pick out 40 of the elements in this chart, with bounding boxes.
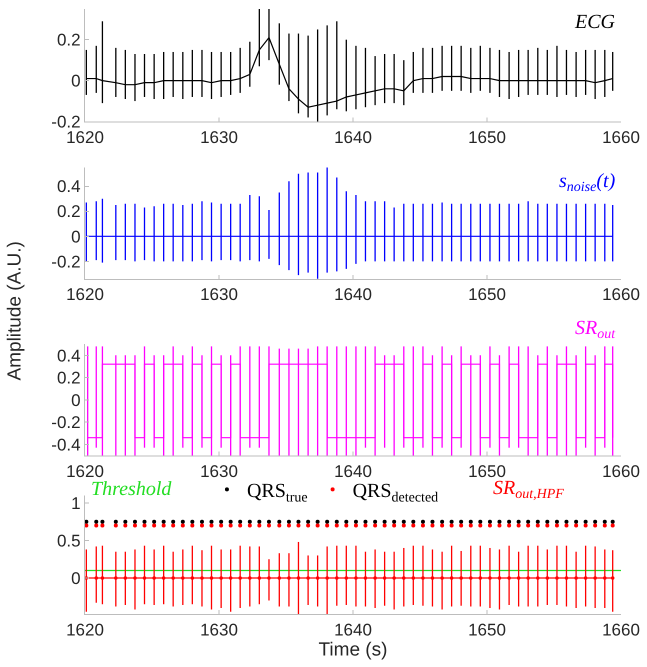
x-axis-title: Time (s) bbox=[318, 639, 388, 660]
y-tick-label: -0.2 bbox=[51, 252, 81, 272]
y-tick-label: 0 bbox=[71, 390, 81, 410]
x-tick-label: 1640 bbox=[334, 128, 372, 147]
y-tick-label: 0.2 bbox=[56, 368, 81, 388]
x-tick-label: 1650 bbox=[468, 285, 506, 304]
x-tick-label: 1640 bbox=[334, 620, 372, 640]
y-tick-label: 0.2 bbox=[56, 30, 81, 50]
x-tick-label: 1630 bbox=[200, 620, 238, 640]
text: ECG bbox=[574, 11, 616, 33]
x-tick-label: 1660 bbox=[602, 620, 640, 640]
y-tick-label: 0 bbox=[71, 227, 81, 246]
x-tick-label: 1620 bbox=[66, 462, 104, 481]
x-tick-label: 1620 bbox=[66, 285, 104, 304]
text: Threshold bbox=[91, 478, 172, 500]
x-tick-label: 1640 bbox=[334, 462, 372, 481]
y-tick-label: -0.2 bbox=[51, 413, 81, 432]
x-tick-label: 1660 bbox=[602, 285, 640, 304]
y-tick-label: 1 bbox=[71, 494, 81, 513]
series-label: SR$_{out}$ bbox=[575, 317, 616, 342]
x-tick-label: 1650 bbox=[468, 620, 506, 640]
x-tick-label: 1630 bbox=[200, 128, 238, 147]
y-tick-label: 0.2 bbox=[56, 202, 81, 222]
x-tick-label: 1630 bbox=[200, 462, 238, 481]
y-tick-label: 0.4 bbox=[56, 177, 81, 196]
y-tick-label: 0 bbox=[71, 568, 81, 588]
y-tick-label: -0.4 bbox=[51, 435, 81, 454]
y-tick-label: 0 bbox=[71, 72, 81, 91]
legend-label: QRS$_{true}$ bbox=[246, 480, 308, 506]
x-tick-label: 1640 bbox=[334, 285, 372, 304]
x-tick-label: 1630 bbox=[200, 285, 238, 304]
x-tick-label: 1660 bbox=[602, 128, 640, 147]
legend-label: QRS$_{detected}$ bbox=[352, 480, 438, 506]
y-axis-title: Amplitude (A.U.) bbox=[4, 241, 26, 380]
y-tick-label: 0.4 bbox=[56, 346, 81, 366]
text: s$_{noise}$(t) bbox=[559, 170, 616, 196]
x-tick-label: 1660 bbox=[602, 462, 640, 481]
x-tick-label: 1650 bbox=[468, 128, 506, 147]
y-tick-label: 0.5 bbox=[56, 531, 81, 550]
x-tick-label: 1620 bbox=[66, 620, 104, 640]
